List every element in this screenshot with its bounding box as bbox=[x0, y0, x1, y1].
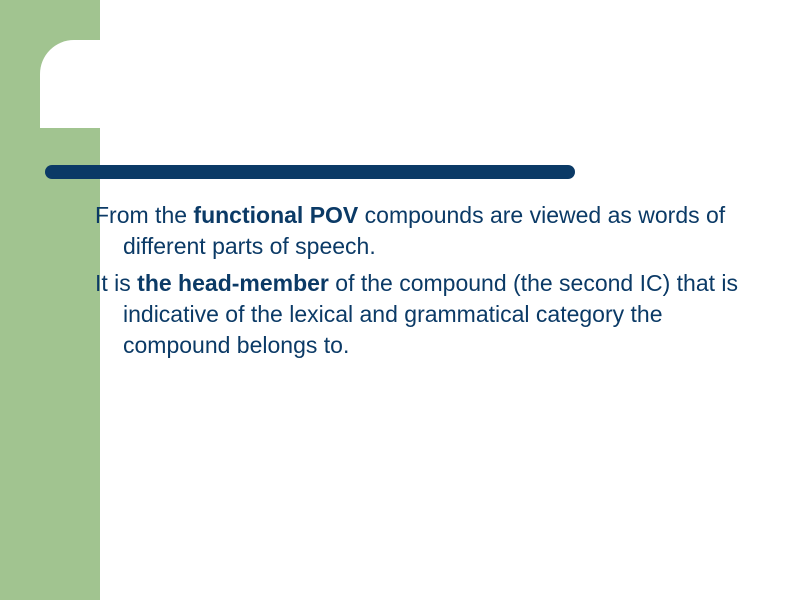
corner-cutout bbox=[40, 40, 134, 128]
p1-pre: From the bbox=[95, 202, 193, 228]
p1-bold: functional POV bbox=[193, 202, 358, 228]
paragraph-2: It is the head-member of the compound (t… bbox=[95, 268, 745, 361]
body-text-block: From the functional POV compounds are vi… bbox=[95, 200, 745, 367]
title-underline bbox=[45, 165, 575, 179]
paragraph-1: From the functional POV compounds are vi… bbox=[95, 200, 745, 262]
p2-bold: the head-member bbox=[137, 270, 329, 296]
p2-pre: It is bbox=[95, 270, 137, 296]
